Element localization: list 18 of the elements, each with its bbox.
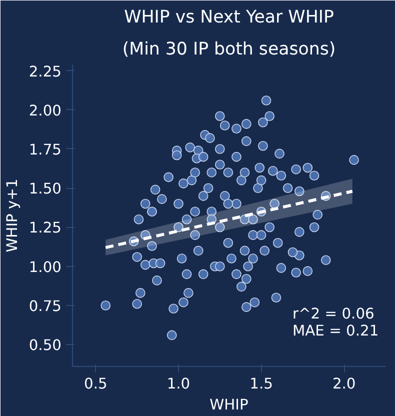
y-tick-label: 1.75 (28, 141, 62, 158)
x-tick-label: 1.5 (250, 376, 273, 392)
y-tick-label: 2.25 (28, 63, 62, 80)
annotation: MAE = 0.21 (292, 322, 379, 340)
annotation: r^2 = 0.06 (292, 306, 374, 322)
y-tick-label: 0.75 (28, 298, 62, 315)
chart-subtitle: (Min 30 IP both seasons) (122, 40, 336, 60)
y-tick-label: 1.00 (28, 258, 62, 276)
x-tick-label: 1.0 (166, 376, 190, 392)
y-tick-label: 1.50 (28, 180, 62, 198)
x-tick-label: 0.5 (84, 376, 108, 392)
y-tick-label: 1.25 (28, 220, 62, 237)
y-tick-label: 2.00 (28, 102, 62, 120)
x-tick-label: 2.0 (332, 376, 356, 392)
chart-title: WHIP vs Next Year WHIP (124, 8, 334, 28)
y-axis-title: WHIP y+1 (4, 178, 21, 252)
y-tick-label: 0.50 (28, 337, 62, 354)
x-axis-title: WHIP (210, 396, 248, 414)
